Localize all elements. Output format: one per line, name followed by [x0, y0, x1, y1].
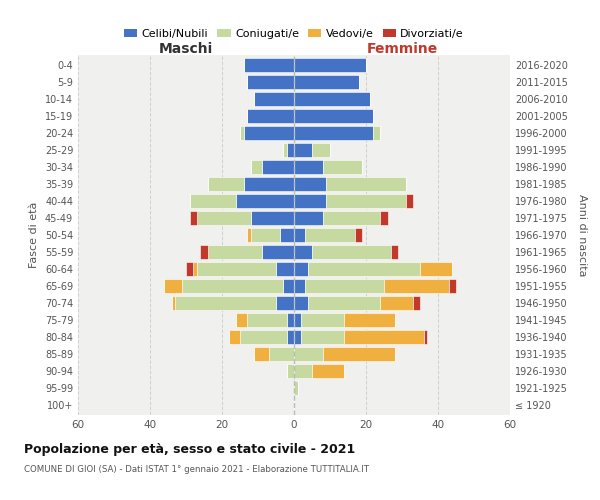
Bar	[251, 211, 294, 225]
Text: COMUNE DI GIOI (SA) - Dati ISTAT 1° gennaio 2021 - Elaborazione TUTTITALIA.IT: COMUNE DI GIOI (SA) - Dati ISTAT 1° genn…	[24, 466, 369, 474]
Bar	[294, 347, 323, 361]
Bar	[251, 160, 262, 174]
Bar	[373, 126, 380, 140]
Bar	[276, 262, 294, 276]
Y-axis label: Anni di nascita: Anni di nascita	[577, 194, 587, 276]
Text: Popolazione per età, sesso e stato civile - 2021: Popolazione per età, sesso e stato civil…	[24, 442, 355, 456]
Bar	[200, 245, 208, 259]
Bar	[294, 364, 312, 378]
Bar	[344, 313, 395, 327]
Bar	[229, 330, 240, 344]
Bar	[240, 330, 287, 344]
Bar	[294, 194, 326, 208]
Bar	[305, 228, 355, 242]
Legend: Celibi/Nubili, Coniugati/e, Vedovi/e, Divorziati/e: Celibi/Nubili, Coniugati/e, Vedovi/e, Di…	[119, 24, 469, 44]
Bar	[294, 313, 301, 327]
Bar	[236, 194, 294, 208]
Bar	[175, 296, 276, 310]
Bar	[294, 279, 305, 293]
Bar	[197, 211, 251, 225]
Bar	[287, 364, 294, 378]
Bar	[294, 211, 323, 225]
Bar	[186, 262, 193, 276]
Bar	[294, 228, 305, 242]
Bar	[262, 160, 294, 174]
Bar	[294, 296, 308, 310]
Bar	[384, 279, 449, 293]
Bar	[312, 143, 330, 157]
Bar	[276, 296, 294, 310]
Bar	[208, 177, 244, 191]
Bar	[424, 330, 427, 344]
Bar	[287, 330, 294, 344]
Bar	[193, 262, 197, 276]
Bar	[287, 143, 294, 157]
Bar	[449, 279, 456, 293]
Bar	[254, 92, 294, 106]
Bar	[262, 245, 294, 259]
Bar	[294, 75, 359, 89]
Bar	[287, 313, 294, 327]
Bar	[312, 364, 344, 378]
Bar	[164, 279, 182, 293]
Bar	[190, 194, 236, 208]
Bar	[380, 211, 388, 225]
Bar	[247, 313, 287, 327]
Bar	[294, 245, 312, 259]
Bar	[413, 296, 420, 310]
Bar	[326, 177, 406, 191]
Bar	[269, 347, 294, 361]
Bar	[247, 109, 294, 123]
Bar	[247, 75, 294, 89]
Bar	[172, 296, 175, 310]
Bar	[391, 245, 398, 259]
Bar	[182, 279, 283, 293]
Text: Maschi: Maschi	[159, 42, 213, 56]
Bar	[197, 262, 276, 276]
Bar	[236, 313, 247, 327]
Bar	[240, 126, 244, 140]
Bar	[294, 381, 298, 395]
Bar	[294, 126, 373, 140]
Bar	[294, 109, 373, 123]
Bar	[247, 228, 251, 242]
Bar	[406, 194, 413, 208]
Bar	[283, 143, 287, 157]
Bar	[244, 177, 294, 191]
Y-axis label: Fasce di età: Fasce di età	[29, 202, 39, 268]
Bar	[312, 245, 391, 259]
Bar	[294, 58, 366, 72]
Bar	[308, 296, 380, 310]
Bar	[305, 279, 384, 293]
Bar	[283, 279, 294, 293]
Bar	[294, 330, 301, 344]
Bar	[301, 330, 344, 344]
Bar	[294, 92, 370, 106]
Bar	[294, 143, 312, 157]
Bar	[280, 228, 294, 242]
Bar	[323, 211, 380, 225]
Bar	[251, 228, 280, 242]
Bar	[301, 313, 344, 327]
Bar	[208, 245, 262, 259]
Bar	[244, 126, 294, 140]
Bar	[323, 347, 395, 361]
Bar	[294, 160, 323, 174]
Bar	[308, 262, 420, 276]
Bar	[294, 262, 308, 276]
Bar	[380, 296, 413, 310]
Text: Femmine: Femmine	[367, 42, 437, 56]
Bar	[420, 262, 452, 276]
Bar	[326, 194, 406, 208]
Bar	[254, 347, 269, 361]
Bar	[244, 58, 294, 72]
Bar	[294, 177, 326, 191]
Bar	[344, 330, 424, 344]
Bar	[190, 211, 197, 225]
Bar	[323, 160, 362, 174]
Bar	[355, 228, 362, 242]
